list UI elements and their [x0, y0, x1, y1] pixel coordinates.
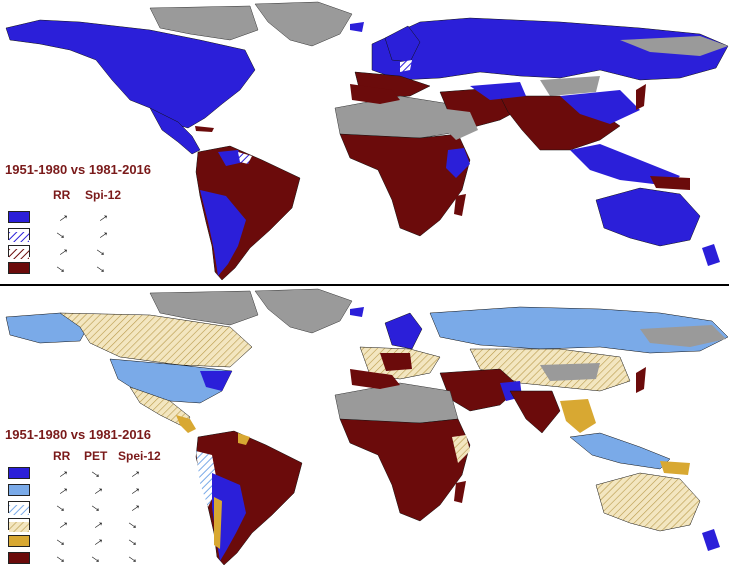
iceland — [350, 307, 364, 317]
japan — [636, 367, 646, 393]
sa-north-blue — [218, 150, 244, 166]
north-africa-red — [350, 369, 400, 389]
swatch-red-hatch — [8, 245, 30, 259]
siberia-grey — [620, 36, 728, 56]
legend-title-top: 1951-1980 vs 1981-2016 — [5, 162, 152, 177]
swatch-blue-solid — [8, 211, 30, 223]
swatch-blue-solid — [8, 467, 30, 479]
sa-blue-andes — [200, 190, 246, 276]
se-asia-gold — [560, 399, 596, 433]
australia — [595, 472, 701, 532]
north-africa-grey — [334, 382, 459, 426]
madagascar — [454, 481, 466, 503]
europe-red — [380, 353, 412, 371]
africa — [339, 133, 471, 237]
png — [660, 461, 690, 475]
iceland — [350, 22, 364, 32]
greenland — [254, 1, 353, 47]
central-america — [149, 107, 201, 155]
swatch-red-solid — [8, 262, 30, 274]
china-blue — [560, 90, 640, 124]
canada — [59, 312, 253, 368]
world-map-spei — [5, 288, 729, 566]
africa — [339, 418, 471, 522]
greenland — [254, 288, 353, 334]
sa-gold — [214, 497, 222, 549]
legend-header-rr: RR — [53, 449, 71, 463]
sa-blue — [212, 473, 246, 561]
central-america-gold — [176, 415, 196, 433]
india — [509, 390, 561, 434]
japan — [636, 84, 646, 110]
usa-east-blue — [200, 371, 232, 391]
world-map-spi — [5, 1, 729, 281]
swatch-light-blue-solid — [8, 484, 30, 496]
se-asia — [570, 144, 680, 186]
new-zealand — [702, 529, 720, 551]
panel-divider — [0, 284, 729, 286]
new-zealand — [702, 244, 720, 266]
legend-header-pet: PET — [84, 449, 108, 463]
legend-title-bottom: 1951-1980 vs 1981-2016 — [5, 427, 152, 442]
east-africa-hatch — [452, 435, 470, 463]
swatch-light-blue-hatch — [8, 501, 30, 515]
png — [650, 176, 690, 190]
scandinavia — [384, 312, 423, 350]
central-asia-blue — [470, 82, 526, 100]
swatch-blue-hatch — [8, 228, 30, 242]
swatch-gold-solid — [8, 535, 30, 547]
legend-header-spei12: Spei-12 — [118, 449, 161, 463]
swatch-beige-hatch — [8, 518, 30, 532]
arabia-grey — [438, 108, 478, 140]
mongolia-grey — [540, 76, 600, 96]
swatch-red-solid — [8, 552, 30, 564]
caribbean — [195, 126, 214, 132]
sa-hatch — [238, 152, 252, 164]
east-africa-blue — [446, 148, 470, 178]
legend-header-rr: RR — [53, 188, 71, 202]
scandinavia — [384, 25, 421, 63]
madagascar — [454, 194, 466, 216]
north-africa-grey — [334, 95, 459, 141]
siberia-grey — [640, 325, 726, 347]
map-panel-precipitation-spei: 1951-1980 vs 1981-2016 RR PET Spei-12 → →… — [0, 287, 729, 570]
arctic-canada — [149, 5, 259, 41]
australia — [595, 187, 701, 247]
eurasia-north — [371, 17, 729, 81]
north-america — [5, 19, 256, 129]
indonesia — [569, 432, 671, 470]
mongolia-grey — [540, 363, 600, 381]
north-africa-red — [350, 84, 400, 104]
sa-north-gold — [238, 433, 250, 445]
arctic-canada — [149, 290, 259, 326]
map-panel-precipitation-spi: 1951-1980 vs 1981-2016 RR Spi-12 → → → → → → →… — [0, 0, 729, 284]
scandinavia-hatch — [400, 60, 412, 72]
legend-header-spi12: Spi-12 — [85, 188, 122, 202]
